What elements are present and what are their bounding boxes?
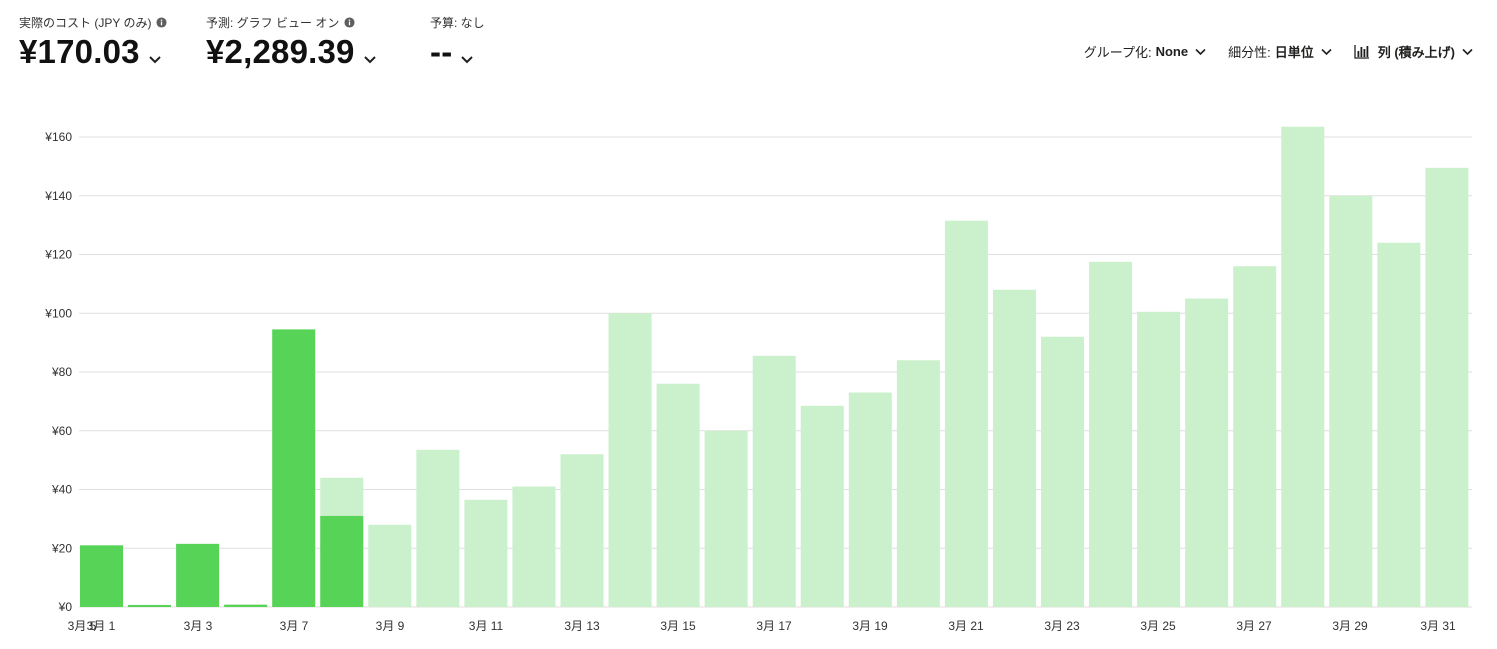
forecast-metric[interactable]: 予測: グラフ ビュー オン ¥2,289.39 <box>206 14 377 72</box>
chart-type-dropdown[interactable]: 列 (積み上げ) <box>1354 42 1473 61</box>
x-tick-label: 3月 19 <box>852 619 888 633</box>
forecast-bar <box>1089 261 1133 607</box>
x-tick-label: 3月 27 <box>1236 619 1272 633</box>
x-tick-label: 3月 3 <box>184 619 213 633</box>
group-by-label: グループ化: <box>1083 45 1152 60</box>
y-tick-label: ¥20 <box>51 541 72 555</box>
x-tick-label: 3月 11 <box>469 619 504 633</box>
forecast-bar <box>464 499 508 607</box>
y-tick-label: ¥160 <box>44 130 72 144</box>
forecast-bar <box>896 360 940 607</box>
forecast-bar <box>1185 298 1229 607</box>
granularity-value: 日単位 <box>1274 45 1314 60</box>
info-icon[interactable] <box>344 16 355 28</box>
chevron-down-icon[interactable] <box>363 55 377 65</box>
budget-value: -- <box>430 33 453 70</box>
budget-label: 予算: なし <box>430 15 485 30</box>
chevron-down-icon <box>1462 48 1473 55</box>
x-tick-label: 3月 21 <box>948 619 984 633</box>
forecast-bar <box>848 392 892 607</box>
x-tick-label: 3月 9 <box>376 619 405 633</box>
column-chart-icon <box>1354 45 1369 59</box>
group-by-dropdown[interactable]: グループ化: None <box>1084 42 1206 61</box>
actual-bar <box>272 329 316 607</box>
forecast-label: 予測: グラフ ビュー オン <box>206 15 340 30</box>
forecast-bar <box>560 454 604 607</box>
forecast-bar <box>752 355 796 607</box>
y-tick-label: ¥120 <box>44 248 72 262</box>
forecast-value: ¥2,289.39 <box>206 33 355 70</box>
x-tick-label: 3月 7 <box>280 619 309 633</box>
budget-metric[interactable]: 予算: なし -- <box>430 14 485 72</box>
forecast-bar <box>1137 311 1181 607</box>
actual-bar <box>176 543 220 607</box>
forecast-bar <box>1377 242 1421 607</box>
y-tick-label: ¥0 <box>58 600 73 614</box>
actual-bar <box>320 515 364 607</box>
forecast-bar <box>944 220 988 607</box>
chevron-down-icon[interactable] <box>148 55 162 65</box>
granularity-label: 細分性: <box>1228 45 1271 60</box>
forecast-bar <box>512 486 556 607</box>
forecast-bar <box>656 383 700 607</box>
chevron-down-icon <box>1321 48 1332 55</box>
forecast-bar <box>1425 167 1469 607</box>
forecast-bar <box>800 405 844 607</box>
chart-type-value: 列 (積み上げ) <box>1377 45 1455 60</box>
x-tick-label: 3月 31 <box>1420 619 1456 633</box>
x-tick-label: 3月 15 <box>660 619 696 633</box>
y-tick-label: ¥100 <box>44 306 72 320</box>
x-tick-label: 3月 5 <box>68 619 97 633</box>
actual-bar <box>128 604 172 607</box>
forecast-bar <box>1281 126 1325 607</box>
forecast-bar <box>1233 266 1277 607</box>
forecast-bar <box>1329 195 1373 607</box>
actual-cost-label: 実際のコスト (JPY のみ) <box>19 15 152 30</box>
y-tick-label: ¥80 <box>51 365 72 379</box>
forecast-bar <box>416 449 460 607</box>
forecast-bar <box>704 430 748 607</box>
chevron-down-icon[interactable] <box>460 55 474 65</box>
info-icon[interactable] <box>156 16 167 28</box>
group-by-value: None <box>1155 44 1189 59</box>
granularity-dropdown[interactable]: 細分性: 日単位 <box>1228 42 1332 61</box>
actual-bar <box>224 604 268 607</box>
forecast-bar <box>608 313 652 607</box>
y-tick-label: ¥40 <box>51 483 72 497</box>
x-tick-label: 3月 29 <box>1332 619 1368 633</box>
forecast-bar <box>1041 336 1084 607</box>
y-tick-label: ¥60 <box>51 424 72 438</box>
x-tick-label: 3月 23 <box>1044 619 1080 633</box>
x-tick-label: 3月 1 <box>87 619 116 633</box>
y-tick-label: ¥140 <box>44 189 72 203</box>
x-tick-label: 3月 25 <box>1140 619 1176 633</box>
x-tick-label: 3月 17 <box>756 619 792 633</box>
forecast-bar <box>368 524 412 607</box>
chevron-down-icon <box>1195 48 1206 55</box>
forecast-bar <box>992 289 1036 607</box>
actual-cost-value: ¥170.03 <box>19 33 140 70</box>
actual-cost-metric[interactable]: 実際のコスト (JPY のみ) ¥170.03 <box>19 14 167 72</box>
actual-bar <box>80 545 123 607</box>
chart-controls: グループ化: None 細分性: 日単位 列 (積み上げ) <box>1084 42 1473 61</box>
x-tick-label: 3月 13 <box>564 619 600 633</box>
